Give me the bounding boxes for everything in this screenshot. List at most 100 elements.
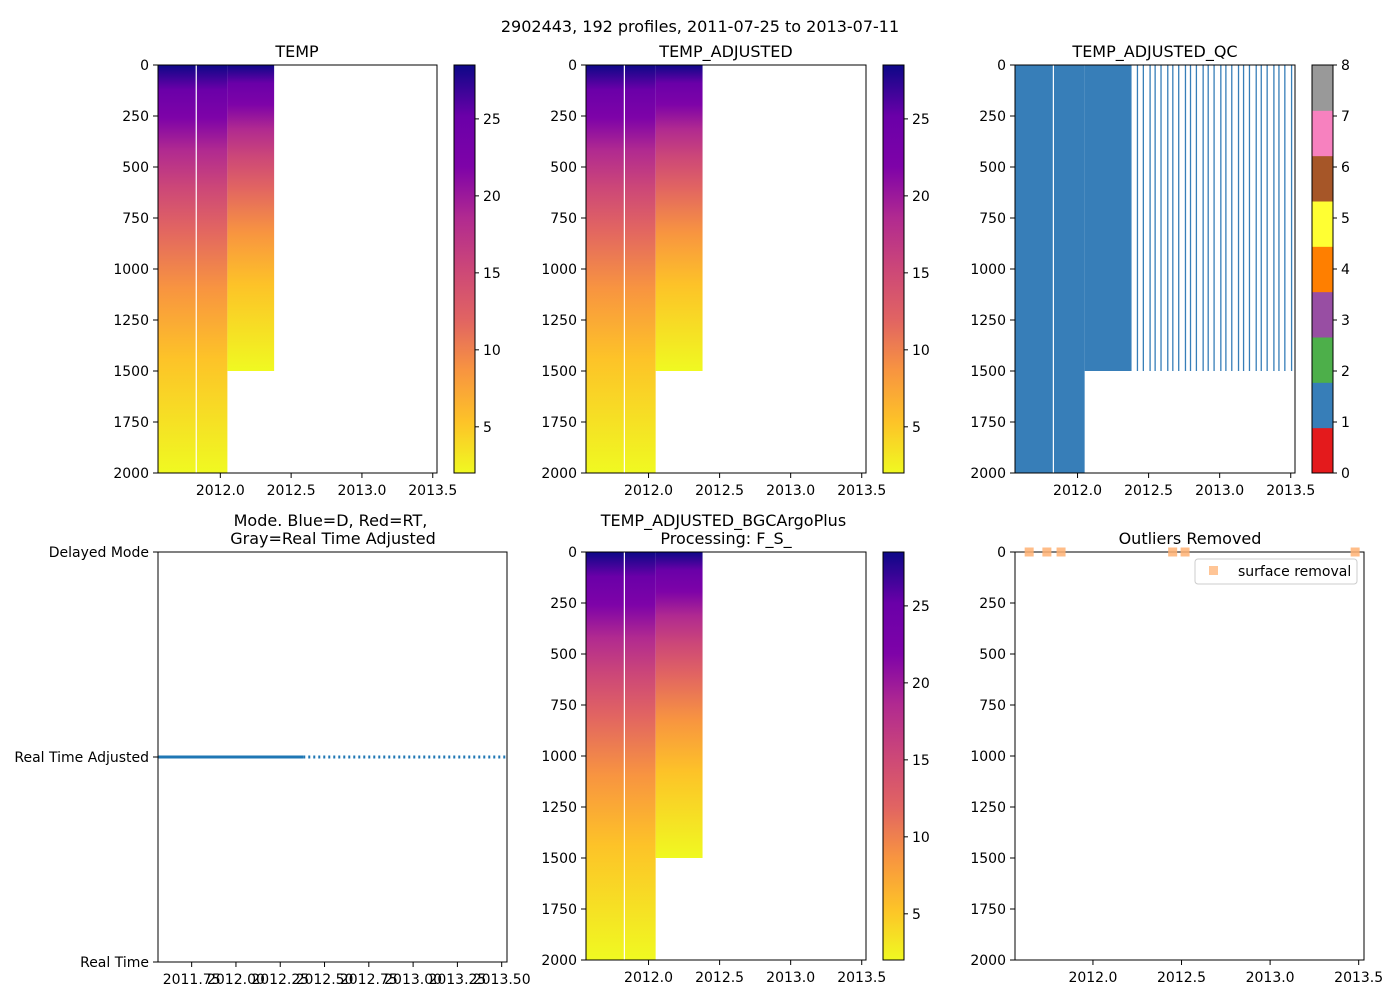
qc-colorbar-segment — [1312, 246, 1333, 293]
y-tick-label: 1750 — [113, 415, 149, 431]
axes-frame — [157, 551, 508, 963]
colorbar-tick-label: 10 — [483, 343, 501, 359]
mode-plot-area: Delayed Mode Real Time Adjusted Real Time 2… — [14, 545, 530, 988]
y-tick-label: 250 — [979, 596, 1006, 612]
y-tick-label: 500 — [550, 160, 577, 176]
axes-frame — [157, 64, 438, 474]
y-tick-label: 1250 — [970, 313, 1006, 329]
dense-profiles-deep — [158, 65, 228, 473]
x-tick-label: 2012.0 — [1053, 483, 1102, 499]
temp-panel-title: TEMP — [274, 42, 319, 61]
y-tick-label: 250 — [979, 109, 1006, 125]
y-tick-label: 750 — [979, 211, 1006, 227]
temp-adjusted-bgc-colorbar: 5 10 15 20 25 — [882, 551, 930, 961]
x-tick-label: 2013.5 — [1266, 483, 1315, 499]
outliers-plot-area: 2012.0 2012.5 2013.0 2013.5 0 250 500 750 1000 12… — [970, 545, 1383, 986]
outlier-point — [1350, 547, 1360, 557]
colorbar-tick-label: 4 — [1341, 262, 1350, 278]
y-tick-label: 1500 — [541, 364, 577, 380]
y-tick-label: 1250 — [541, 800, 577, 816]
colorbar-tick-label: 10 — [912, 343, 930, 359]
legend-label-surface-removal: surface removal — [1238, 564, 1351, 580]
qc-colorbar-segment — [1312, 427, 1333, 474]
y-tick-label: 2000 — [970, 466, 1006, 482]
y-tick-label: 1500 — [970, 364, 1006, 380]
dense-profiles-deep — [586, 552, 656, 960]
y-tick-label: 1500 — [541, 851, 577, 867]
y-tick-label: 1750 — [541, 415, 577, 431]
x-tick-label: 2013.0 — [337, 483, 386, 499]
qc-plot-area: 2012.0 2012.5 2013.0 2013.5 0 250 500 750 1000 12… — [970, 58, 1315, 499]
colorbar-tick-label: 7 — [1341, 109, 1350, 125]
mode-panel-title: Mode. Blue=D, Red=RT, Gray=Real Time Adj… — [230, 511, 436, 548]
y-tick-label: 250 — [550, 596, 577, 612]
colorbar-tick-label: 5 — [912, 420, 921, 436]
figure-suptitle: 2902443, 192 profiles, 2011-07-25 to 201… — [501, 17, 899, 36]
y-tick-label: 1750 — [541, 902, 577, 918]
colorbar-gradient — [883, 65, 904, 473]
colorbar-tick-label: 15 — [912, 753, 930, 769]
y-tick-label: 1000 — [541, 262, 577, 278]
colorbar-tick-label: 3 — [1341, 313, 1350, 329]
y-tick-label: 1750 — [970, 902, 1006, 918]
temp-adjusted-bgc-panel-title: TEMP_ADJUSTED_BGCArgoPlus Processing: F_… — [600, 511, 852, 549]
mode-panel-title-line-1: Mode. Blue=D, Red=RT, — [234, 511, 428, 530]
x-tick-label: 2012.50 — [296, 972, 354, 988]
colorbar-tick-label: 25 — [912, 112, 930, 128]
x-tick-label: 2012.0 — [1068, 970, 1117, 986]
colorbar-frame — [882, 551, 905, 961]
temp-adjusted-qc-panel: TEMP_ADJUSTED_QC 2012.0 2012.5 2013.0 2013.… — [970, 42, 1350, 499]
x-tick-label: 2013.00 — [384, 972, 442, 988]
y-tick-label: 500 — [979, 160, 1006, 176]
qc-colorbar-segment — [1312, 382, 1333, 429]
colorbar-frame — [882, 64, 905, 474]
dense-profiles-shallow — [1084, 65, 1132, 371]
x-tick-label: 2013.25 — [428, 972, 486, 988]
temp-colorbar: 5 10 15 20 25 — [453, 64, 501, 474]
bgc-panel-title-line-1: TEMP_ADJUSTED_BGCArgoPlus — [600, 511, 846, 531]
y-tick-label: 1000 — [970, 262, 1006, 278]
x-tick-label: 2013.5 — [837, 970, 886, 986]
y-tick-label: 2000 — [541, 466, 577, 482]
y-category-label: Delayed Mode — [49, 545, 149, 561]
x-tick-label: 2012.5 — [1157, 970, 1206, 986]
dense-profiles-deep — [586, 65, 656, 473]
qc-colorbar-segment — [1312, 337, 1333, 383]
outliers-panel: Outliers Removed 2012.0 2012.5 2013.0 2013.… — [970, 529, 1383, 986]
colorbar-tick-label: 10 — [912, 830, 930, 846]
mode-panel: Mode. Blue=D, Red=RT, Gray=Real Time Adj… — [14, 511, 530, 988]
y-tick-label: 500 — [979, 647, 1006, 663]
outliers-legend: surface removal — [1194, 558, 1358, 585]
y-tick-label: 750 — [550, 211, 577, 227]
x-tick-label: 2013.0 — [766, 970, 815, 986]
outlier-point — [1180, 547, 1190, 557]
colorbar-gradient — [883, 552, 904, 960]
outlier-point — [1168, 547, 1178, 557]
x-tick-label: 2013.5 — [1334, 970, 1383, 986]
y-tick-label: 0 — [997, 545, 1006, 561]
bgc-panel-title-line-2: Processing: F_S_ — [660, 529, 792, 549]
mode-panel-title-line-2: Gray=Real Time Adjusted — [230, 529, 436, 548]
legend-frame — [1194, 558, 1358, 585]
qc-colorbar: 0 1 2 3 4 5 6 7 8 — [1311, 58, 1350, 482]
x-tick-label: 2013.50 — [473, 972, 531, 988]
outlier-point — [1042, 547, 1052, 557]
colorbar-frame — [453, 64, 476, 474]
legend-marker-surface-removal — [1209, 566, 1218, 575]
colorbar-tick-label: 6 — [1341, 160, 1350, 176]
y-tick-label: 1000 — [541, 749, 577, 765]
temp-adjusted-panel: TEMP_ADJUSTED 2012.0 2012.5 2013.0 2013.502… — [541, 42, 929, 499]
x-tick-label: 2012.0 — [624, 483, 673, 499]
temp-adjusted-qc-panel-title: TEMP_ADJUSTED_QC — [1071, 42, 1237, 62]
colorbar-tick-label: 25 — [912, 599, 930, 615]
y-tick-label: 750 — [979, 698, 1006, 714]
outlier-point — [1024, 547, 1034, 557]
outliers-panel-title: Outliers Removed — [1119, 529, 1262, 548]
y-tick-label: 1500 — [113, 364, 149, 380]
colorbar-tick-label: 15 — [483, 266, 501, 282]
y-tick-label: 0 — [568, 58, 577, 74]
colorbar-tick-label: 20 — [483, 189, 501, 205]
x-tick-label: 2012.00 — [207, 972, 265, 988]
y-tick-label: 500 — [550, 647, 577, 663]
